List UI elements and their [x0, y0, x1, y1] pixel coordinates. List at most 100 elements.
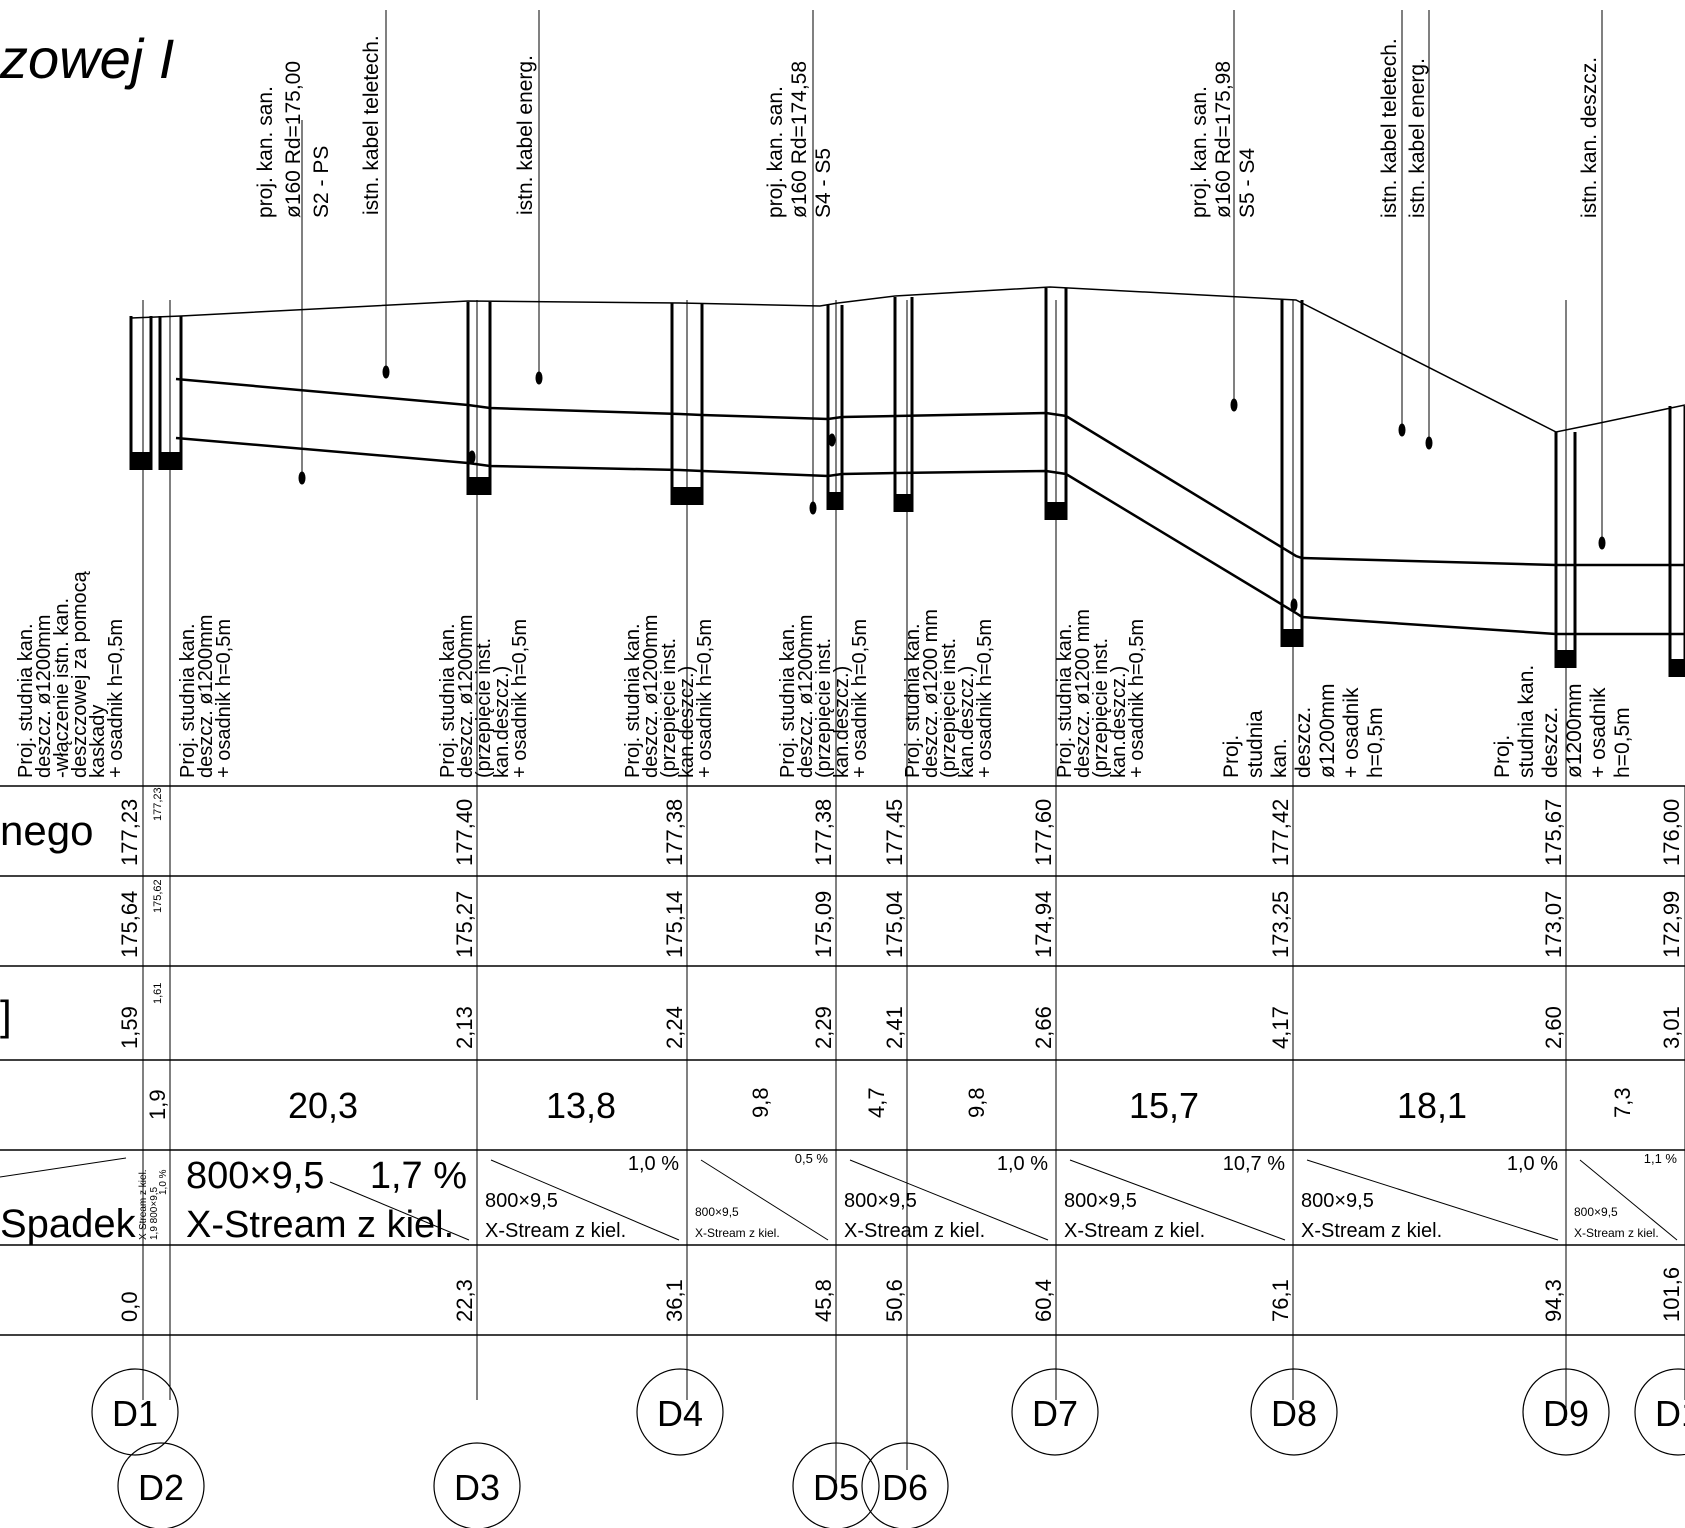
- section-length: 9,8: [964, 1087, 989, 1118]
- pipe-slope: 1,0 %: [997, 1153, 1048, 1175]
- well-sump: [828, 492, 842, 510]
- well-note-line: h=0,5m: [1611, 707, 1634, 778]
- node-marker: D8: [1250, 1368, 1338, 1456]
- well-depth: 4,17: [1268, 1006, 1293, 1049]
- well-sump: [468, 477, 490, 495]
- chainage-value: 94,3: [1541, 1279, 1566, 1322]
- well-note-line: + osadnik h=0,5m: [509, 619, 531, 778]
- terrain-elevation: 177,23: [117, 799, 142, 866]
- section-length: 4,7: [864, 1087, 889, 1118]
- pipe-type: X-Stream z kiel.: [485, 1220, 626, 1242]
- chainage-value: 50,6: [882, 1279, 907, 1322]
- section-length: 13,8: [546, 1085, 616, 1126]
- well-depth: 2,60: [1541, 1006, 1566, 1049]
- node-label: D1: [1655, 1393, 1685, 1434]
- node-circle: [1250, 1368, 1338, 1456]
- well-depth: 1,59: [117, 1006, 142, 1049]
- well-note-line: (przepięcie inst.: [938, 638, 960, 778]
- well-note-line: kan.deszcz.): [956, 666, 978, 778]
- invert-elevation: 175,62: [152, 879, 164, 913]
- node-label: D7: [1032, 1393, 1078, 1434]
- pipe-slope: 1,1 %: [1644, 1151, 1678, 1166]
- invert-elevation: 175,04: [882, 891, 907, 958]
- terrain-elevation: 177,38: [811, 799, 836, 866]
- well-note-line: deszczowej za pomocą: [69, 570, 91, 778]
- utility-crossings: [298, 10, 1606, 612]
- pipe-type: X-Stream z kiel.: [186, 1204, 454, 1246]
- utility-label-line: proj. kan. san.: [254, 86, 277, 218]
- well: [1280, 300, 1304, 647]
- well-depth: 3,01: [1659, 1006, 1684, 1049]
- pipe-slope: 1,0 %: [628, 1153, 679, 1175]
- well-note-line: (przepięcie inst.: [1090, 638, 1112, 778]
- utility-label-line: istn. kabel energ.: [1406, 58, 1429, 218]
- well-note-line: studnia kan.: [1515, 665, 1538, 778]
- well: [826, 305, 844, 510]
- well-note-line: Proj. studnia kan.: [622, 623, 644, 778]
- pipe-size-small: 1,9 800×9,5: [149, 1186, 160, 1240]
- well-note-line: kan.deszcz.): [491, 666, 513, 778]
- well-note-line: deszcz. ø1200mm: [455, 615, 477, 778]
- utility-crossing-marker: [1290, 598, 1298, 612]
- drawing-title: zowej I: [0, 27, 174, 90]
- pipe-cell: 10,7 % 800×9,5 X-Stream z kiel.: [1064, 1153, 1285, 1242]
- node-marker: D6: [861, 1442, 949, 1528]
- utility-label-line: ø160 Rd=174,58: [788, 61, 811, 218]
- well-note-line: deszcz. ø1200mm: [795, 615, 817, 778]
- well-note-line: Proj. studnia kan.: [15, 623, 37, 778]
- well-note-line: studnia: [1244, 710, 1267, 778]
- utility-label-line: istn. kabel teletech.: [1378, 38, 1401, 218]
- node-label: D6: [882, 1467, 928, 1508]
- terrain-elevation: 177,42: [1268, 799, 1293, 866]
- pipe-type: X-Stream z kiel.: [1064, 1220, 1205, 1242]
- node-label: D3: [454, 1467, 500, 1508]
- pipe-cell: 1,0 % 800×9,5 X-Stream z kiel.: [844, 1153, 1048, 1242]
- terrain-elevation: 177,40: [452, 799, 477, 866]
- well-depth: 2,66: [1031, 1006, 1056, 1049]
- node-marker: D1: [91, 1368, 179, 1456]
- well-note-line: (przepięcie inst.: [813, 638, 835, 778]
- row-label-bracket: ]: [0, 992, 12, 1039]
- well-note-line: h=0,5m: [1364, 707, 1387, 778]
- node-label: D1: [112, 1393, 158, 1434]
- utility-label-line: ø160 Rd=175,00: [282, 61, 305, 218]
- utility-label-line: S2 - PS: [310, 146, 333, 218]
- chainage-value: 36,1: [662, 1279, 687, 1322]
- utility-label-line: proj. kan. san.: [1188, 86, 1211, 218]
- node-marker: D5: [792, 1442, 880, 1528]
- utility-crossing-marker: [468, 450, 476, 464]
- well-note-line: + osadnik: [1587, 687, 1610, 778]
- well-note-line: deszcz. ø1200 mm: [920, 609, 942, 778]
- invert-elevation: 175,14: [662, 891, 687, 958]
- well-note-line: (przepięcie inst.: [473, 638, 495, 778]
- well-sump: [1670, 659, 1685, 677]
- well-note-line: deszcz. ø1200mm: [640, 615, 662, 778]
- well-note-line: kaskady: [87, 705, 109, 778]
- pipe-cell: 800×9,5 1,7 % X-Stream z kiel.: [186, 1155, 470, 1246]
- pipe-slope: 0,5 %: [795, 1151, 829, 1166]
- utility-label-line: S5 - S4: [1236, 148, 1259, 218]
- row-label-slope: Spadek: [0, 1202, 137, 1246]
- node-circle: [91, 1368, 179, 1456]
- well-note-line: Proj. studnia kan.: [777, 623, 799, 778]
- well-depth: 1,61: [152, 983, 164, 1004]
- slope-diagonal: [1579, 1159, 1678, 1241]
- utility-label-line: istn. kabel energ.: [514, 55, 537, 215]
- node-circle: [636, 1368, 724, 1456]
- node-circle: [1522, 1368, 1610, 1456]
- slope-diagonal: [1069, 1159, 1286, 1241]
- well-sump: [1282, 629, 1302, 647]
- node-label: D5: [813, 1467, 859, 1508]
- row-label-terrain: nego: [0, 807, 93, 854]
- table-station-lines: [142, 300, 1685, 1485]
- terrain-line: [130, 286, 1685, 433]
- well-note-line: + osadnik h=0,5m: [849, 619, 871, 778]
- node-marker: D2: [117, 1442, 205, 1528]
- section-length: 18,1: [1397, 1085, 1467, 1126]
- well-depth: 2,13: [452, 1006, 477, 1049]
- well: [1668, 406, 1685, 677]
- well-note-line: -włączenie istn. kan.: [51, 598, 73, 778]
- chainage-value: 45,8: [811, 1279, 836, 1322]
- pipe-specs: X-Stream z kiel. 1,9 800×9,5 1,0 % 800×9,5 1…: [138, 1151, 1677, 1246]
